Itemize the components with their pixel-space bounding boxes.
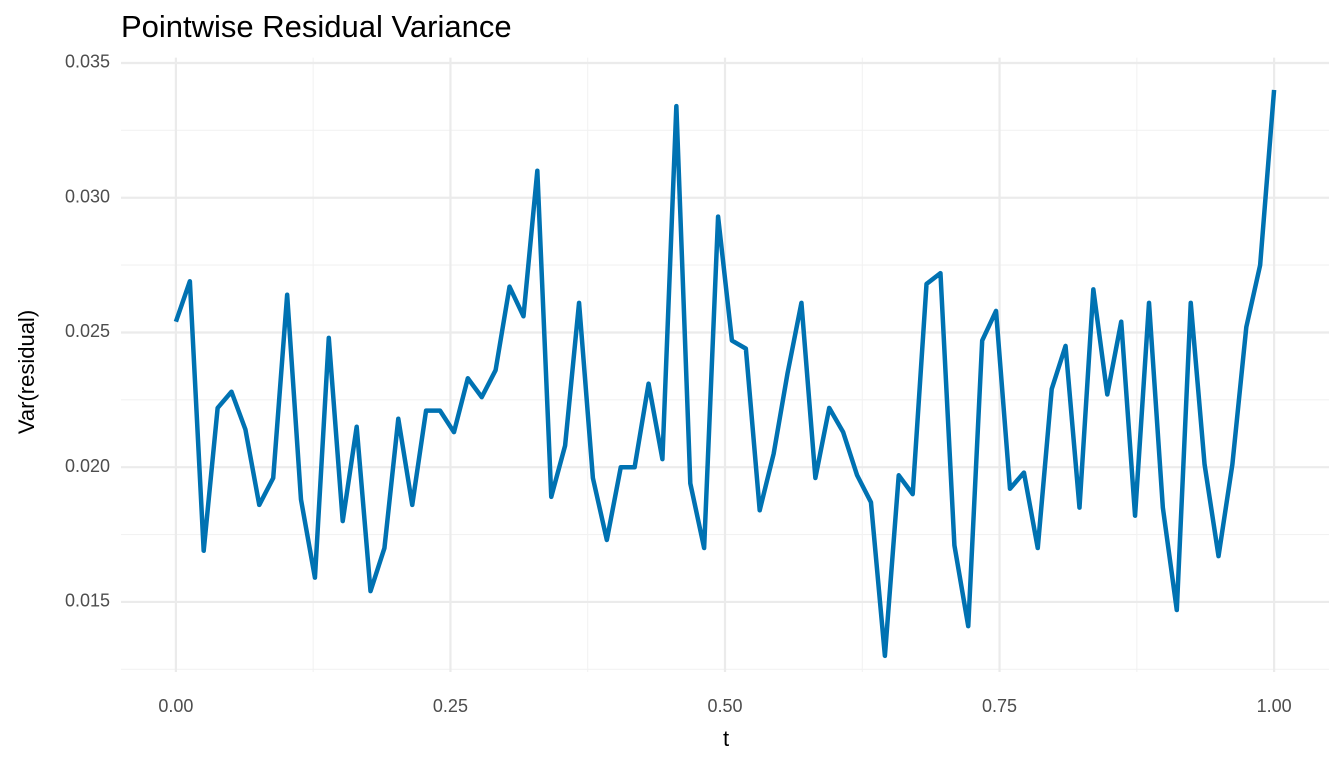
y-tick-label: 0.035: [65, 52, 110, 72]
x-tick-label: 0.25: [433, 696, 468, 716]
y-tick-label: 0.020: [65, 456, 110, 476]
plot: [173, 89, 1277, 659]
y-axis-title: Var(residual): [14, 310, 39, 434]
y-tick-label: 0.030: [65, 186, 110, 206]
x-tick-label: 1.00: [1257, 696, 1292, 716]
grid: [121, 57, 1329, 672]
y-tick-label: 0.025: [65, 321, 110, 341]
chart-title: Pointwise Residual Variance: [121, 9, 512, 44]
x-tick-label: 0.00: [158, 696, 193, 716]
y-tick-label: 0.015: [65, 591, 110, 611]
line: [173, 89, 1277, 659]
x-tick-label: 0.75: [982, 696, 1017, 716]
x-axis-title: t: [723, 726, 729, 751]
x-tick-label: 0.50: [707, 696, 742, 716]
